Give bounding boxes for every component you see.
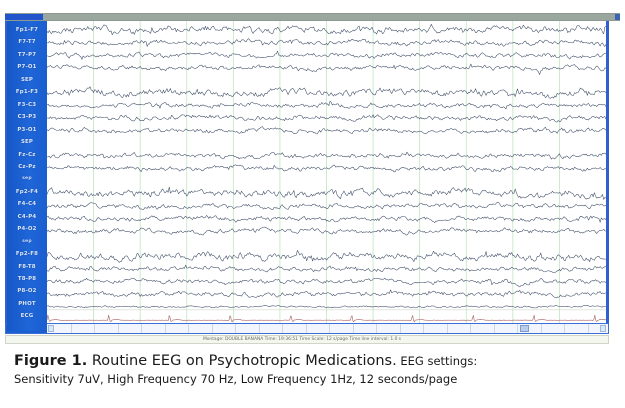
caption-line-1: Figure 1. Routine EEG on Psychotropic Me…: [14, 351, 611, 371]
eeg-trace-fp1-f3: [47, 87, 606, 99]
eeg-trace-fp1-f7: [47, 24, 606, 35]
eeg-viewer-window: Fp1-F7 F7-T7 T7-P7 P7-O1 SEP Fp1-F3 F3-C3 C3-P3…: [5, 13, 620, 344]
channel-label-fp2-f8[interactable]: Fp2-F8: [15, 251, 39, 258]
channel-label-ecg[interactable]: ECG: [20, 313, 34, 320]
channel-label-f8-t8[interactable]: F8-T8: [18, 263, 36, 270]
time-navigation-strip[interactable]: 19:36:51: [5, 323, 609, 334]
time-tick: [329, 324, 330, 333]
time-tick: [94, 324, 95, 333]
time-tick: [493, 324, 495, 333]
channel-label-p7-o1[interactable]: P7-O1: [17, 64, 37, 71]
channel-label-phot[interactable]: PHOT: [18, 300, 36, 307]
eeg-trace-f7-t7: [47, 39, 606, 47]
time-tick: [399, 324, 401, 333]
channel-label-fp1-f3[interactable]: Fp1-F3: [15, 89, 39, 96]
time-scrollbar-track[interactable]: [47, 324, 608, 333]
channel-label-gutter: Fp1-F7 F7-T7 T7-P7 P7-O1 SEP Fp1-F3 F3-C3 C3-P3…: [7, 21, 47, 331]
eeg-trace-cz-pz: [47, 165, 606, 172]
channel-label-sep[interactable]: sep: [22, 238, 32, 244]
time-tick: [164, 324, 166, 333]
eeg-trace-fp2-f4: [47, 187, 606, 199]
eeg-trace-p4-o2: [47, 227, 606, 235]
eeg-trace-t8-p8: [47, 278, 606, 287]
eeg-plot-area[interactable]: [47, 21, 606, 331]
time-tick: [540, 324, 542, 333]
eeg-trace-phot: [47, 305, 606, 308]
time-tick: [70, 324, 72, 333]
eeg-trace-p8-o2: [47, 290, 606, 298]
eeg-trace-f3-c3: [47, 101, 606, 109]
time-tick: [117, 324, 119, 333]
time-tick: [470, 324, 471, 333]
channel-label-fp2-f4[interactable]: Fp2-F4: [15, 188, 39, 195]
channel-label-p8-o2[interactable]: P8-O2: [17, 288, 37, 295]
channel-label-t8-p8[interactable]: T8-P8: [17, 276, 37, 282]
time-scroll-left-button[interactable]: [48, 325, 54, 332]
channel-label-sep[interactable]: sep: [22, 176, 32, 182]
time-tick: [258, 324, 260, 333]
eeg-trace-c4-p4: [47, 215, 606, 222]
time-tick: [141, 324, 142, 333]
top-scrollbar[interactable]: [5, 13, 620, 21]
eeg-gridlines: [47, 21, 606, 331]
status-bar: Montage: DOUBLE BANANA Time: 19:36:51 Ti…: [5, 335, 609, 344]
top-scrollbar-thumb[interactable]: [5, 14, 43, 20]
time-tick: [446, 324, 448, 333]
channel-label-c3-p3[interactable]: C3-P3: [17, 114, 37, 121]
channel-label-c4-p4[interactable]: C4-P4: [17, 213, 37, 220]
eeg-trace-frame: Fp1-F7 F7-T7 T7-P7 P7-O1 SEP Fp1-F3 F3-C3 C3-P3…: [5, 21, 609, 331]
time-tick: [305, 324, 307, 333]
time-tick: [564, 324, 565, 333]
time-tick: [517, 324, 518, 333]
time-scrollbar-thumb[interactable]: [520, 325, 529, 332]
channel-label-p4-o2[interactable]: P4-O2: [17, 226, 37, 233]
figure-number: Figure 1.: [14, 353, 88, 369]
channel-label-fz-cz[interactable]: Fz-Cz: [18, 151, 36, 158]
channel-label-f3-c3[interactable]: F3-C3: [17, 101, 37, 108]
channel-label-t7-p7[interactable]: T7-P7: [17, 51, 37, 58]
eeg-trace-f4-c4: [47, 202, 606, 210]
channel-label-p3-o1[interactable]: P3-O1: [17, 126, 37, 133]
time-tick: [188, 324, 189, 333]
caption-line-2: Sensitivity 7uV, High Frequency 70 Hz, L…: [14, 372, 458, 386]
figure-caption: Figure 1. Routine EEG on Psychotropic Me…: [0, 345, 625, 408]
top-scrollbar-end-cap[interactable]: [615, 14, 620, 20]
time-tick: [587, 324, 589, 333]
eeg-traces: [47, 21, 606, 331]
eeg-trace-f8-t8: [47, 265, 606, 272]
eeg-trace-fp2-f8: [47, 250, 606, 262]
channel-label-f4-c4[interactable]: F4-C4: [17, 201, 37, 208]
time-tick: [423, 324, 424, 333]
status-bar-text: Montage: DOUBLE BANANA Time: 19:36:51 Ti…: [202, 337, 402, 342]
time-tick: [352, 324, 354, 333]
time-tick: [235, 324, 236, 333]
figure-settings-lead: EEG settings:: [396, 354, 478, 368]
eeg-trace-p3-o1: [47, 127, 606, 134]
figure-title: Routine EEG on Psychotropic Medications.: [87, 353, 397, 369]
eeg-trace-ecg: [47, 315, 606, 322]
eeg-trace-fz-cz: [47, 152, 606, 159]
eeg-trace-c3-p3: [47, 115, 606, 122]
time-tick: [282, 324, 283, 333]
time-scroll-right-button[interactable]: [600, 325, 606, 332]
channel-label-sep[interactable]: SEP: [20, 139, 34, 146]
channel-label-f7-t7[interactable]: F7-T7: [18, 39, 36, 46]
time-tick: [376, 324, 377, 333]
eeg-trace-t7-p7: [47, 51, 606, 59]
channel-label-sep[interactable]: SEP: [20, 76, 34, 83]
channel-label-cz-pz[interactable]: Cz-Pz: [18, 163, 36, 170]
time-tick: [211, 324, 213, 333]
channel-label-fp1-f7[interactable]: Fp1-F7: [15, 27, 39, 33]
eeg-trace-p7-o1: [47, 64, 606, 75]
